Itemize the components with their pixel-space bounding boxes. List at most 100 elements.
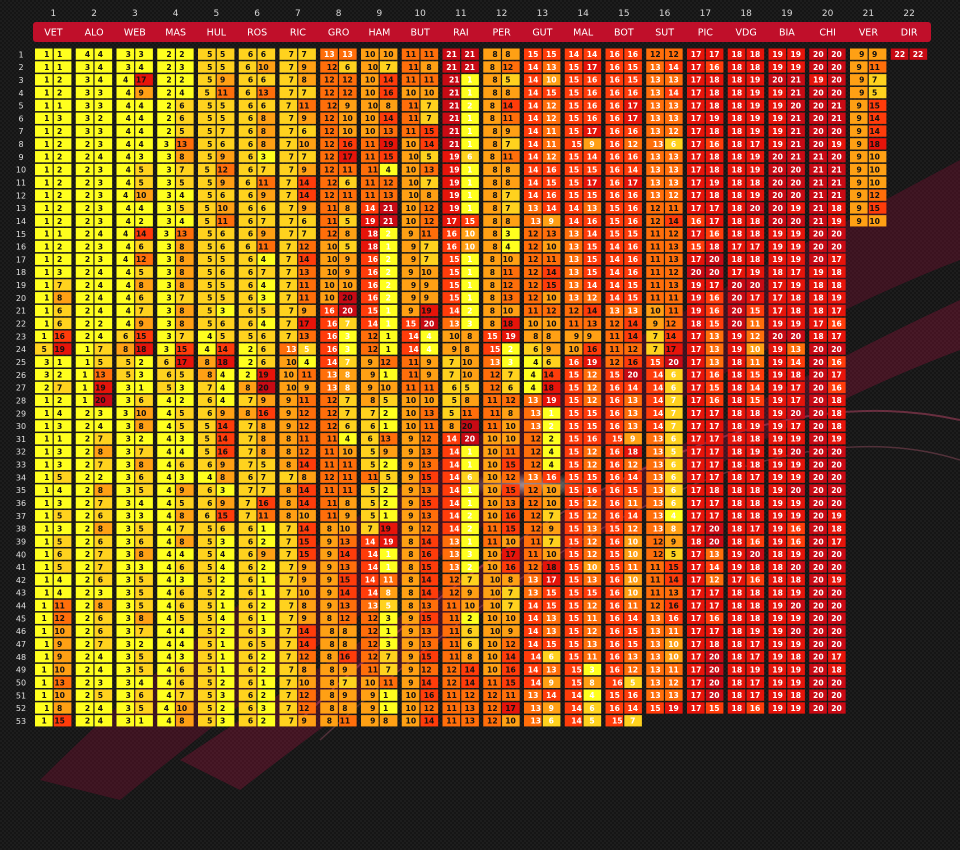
position-box xyxy=(442,304,461,317)
heatmap-cell: 2 6 xyxy=(238,343,276,355)
position-box xyxy=(94,535,113,547)
heatmap-cell: 6 9 xyxy=(238,189,276,201)
lap-number-column: 1234567891011121314151617181920212223242… xyxy=(16,50,26,726)
heatmap-cell: 16 14 xyxy=(605,163,642,176)
cell-label: 13 9 xyxy=(530,217,554,226)
cell-label: 12 1 xyxy=(367,627,391,636)
position-box xyxy=(116,215,135,227)
cell-label: 15 17 xyxy=(569,63,598,72)
position-box xyxy=(768,625,787,637)
position-box xyxy=(420,548,439,560)
position-box xyxy=(687,266,705,278)
position-box xyxy=(420,86,439,99)
position-box xyxy=(624,599,642,612)
heatmap-cell: 6 3 xyxy=(198,484,235,496)
heatmap-cell: 18 17 xyxy=(727,522,765,535)
heatmap-cell: 1 2 xyxy=(35,189,72,201)
heatmap-cell: 2 4 xyxy=(75,702,113,714)
lap-number: 15 xyxy=(16,230,26,239)
cell-label: 18 18 xyxy=(732,178,761,187)
heatmap-cell: 7 16 xyxy=(238,497,276,509)
heatmap-cell: 14 15 xyxy=(605,279,642,291)
position-box xyxy=(746,638,765,650)
position-box xyxy=(605,445,624,458)
position-box xyxy=(361,279,379,291)
cell-label: 1 1 xyxy=(44,230,62,239)
heatmap-cell: 18 20 xyxy=(727,202,765,214)
cell-label: 9 14 xyxy=(408,678,432,687)
heatmap-cell: 2 7 xyxy=(75,433,113,445)
position-box xyxy=(216,330,235,342)
cell-label: 5 12 xyxy=(204,165,228,174)
heatmap-cell: 2 7 xyxy=(75,548,113,560)
position-box xyxy=(75,151,94,163)
position-box xyxy=(361,663,379,676)
heatmap-cell: 17 18 xyxy=(687,99,724,112)
heatmap-cell: 5 14 xyxy=(198,420,235,432)
position-box xyxy=(257,99,276,112)
heatmap-cell: 19 21 xyxy=(768,86,805,99)
position-box xyxy=(502,266,520,278)
cell-label: 10 16 xyxy=(365,89,394,98)
position-box xyxy=(53,471,72,483)
position-box xyxy=(279,292,298,304)
position-box xyxy=(53,612,72,624)
heatmap-cell: 13 5 xyxy=(279,343,316,355)
position-box xyxy=(502,48,520,60)
cell-label: 20 20 xyxy=(813,486,842,495)
cell-label: 9 13 xyxy=(327,601,351,610)
cell-label: 1 3 xyxy=(44,422,62,431)
position-box xyxy=(605,61,624,73)
heatmap-cell: 15 17 xyxy=(564,176,602,188)
heatmap-cell: 8 14 xyxy=(401,586,439,599)
driver-header: BIA xyxy=(779,28,795,39)
cell-label: 2 6 xyxy=(166,101,184,110)
position-box xyxy=(279,561,298,573)
position-box xyxy=(564,215,583,227)
heatmap-cell: 17 18 xyxy=(687,189,724,201)
position-box xyxy=(420,458,439,471)
cell-label: 15 13 xyxy=(569,576,598,585)
position-number-row: 1 2 3 4 5 6 7 8 9 10 11 12 13 14 15 16 17 18 19 20 21 22 xyxy=(51,9,915,19)
position-box xyxy=(524,215,542,227)
position-box xyxy=(135,189,153,201)
heatmap-cell: 8 10 xyxy=(483,253,520,265)
cell-label: 7 6 xyxy=(289,127,307,136)
position-box xyxy=(35,586,53,599)
heatmap-cell: 3 3 xyxy=(116,510,153,522)
heatmap-cell: 7 13 xyxy=(279,330,316,342)
position-box xyxy=(746,240,765,253)
heatmap-cell: 12 10 xyxy=(524,292,561,304)
cell-label: 6 4 xyxy=(248,255,266,264)
position-box xyxy=(605,651,624,663)
heatmap-cell: 12 9 xyxy=(320,99,357,112)
position-box xyxy=(524,292,542,304)
cell-label: 17 17 xyxy=(691,435,720,444)
cell-label: 3 4 xyxy=(126,63,144,72)
cell-label: 15 12 xyxy=(569,537,598,546)
heatmap-cell: 9 12 xyxy=(850,189,887,201)
heatmap-cell: 11 13 xyxy=(361,189,398,201)
cell-label: 20 18 xyxy=(813,524,842,533)
position-box xyxy=(279,266,298,278)
position-box xyxy=(216,510,235,522)
heatmap-cell: 14 1 xyxy=(361,317,398,330)
heatmap-cell: 12 17 xyxy=(320,151,357,163)
position-box xyxy=(198,599,216,612)
position-box xyxy=(542,189,561,201)
position-box xyxy=(461,176,479,188)
heatmap-cell: 20 20 xyxy=(809,343,846,355)
cell-label: 8 11 xyxy=(490,153,514,162)
heatmap-cell: 3 8 xyxy=(116,612,153,624)
heatmap-cell: 9 11 xyxy=(850,61,887,73)
position-box xyxy=(787,689,805,701)
lap-number: 23 xyxy=(16,332,26,341)
position-box xyxy=(524,151,542,163)
position-box xyxy=(768,676,787,688)
position-box xyxy=(524,189,542,201)
cell-label: 18 16 xyxy=(732,537,761,546)
position-box xyxy=(157,99,175,112)
heatmap-cell: 15 15 xyxy=(564,420,602,432)
position-box xyxy=(35,151,53,163)
cell-label: 8 14 xyxy=(286,499,310,508)
